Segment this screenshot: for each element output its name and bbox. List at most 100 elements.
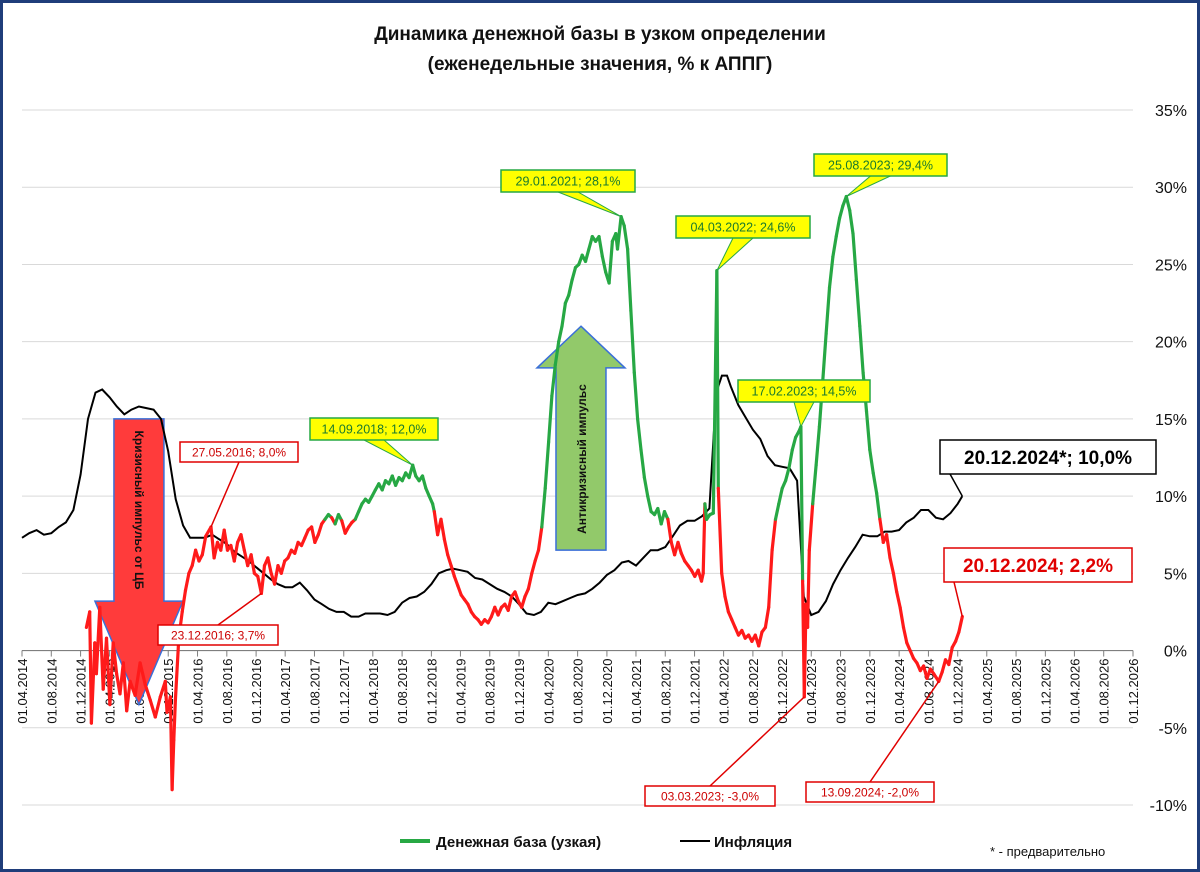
x-tick-label: 01.04.2023 <box>804 659 819 724</box>
callout-box <box>939 439 1157 475</box>
x-tick-label: 01.08.2016 <box>220 659 235 724</box>
series-segment-money-base <box>513 590 520 603</box>
y-tick-label: 10% <box>1155 489 1187 506</box>
series-segment-money-base <box>180 588 188 614</box>
callout-box <box>805 781 935 803</box>
x-tick-label: 01.08.2014 <box>44 659 59 724</box>
series-segment-money-base <box>632 371 640 421</box>
x-tick-label: 01.04.2024 <box>892 659 907 724</box>
series-segment-money-base <box>133 661 142 697</box>
callout-pointer <box>363 439 414 466</box>
series-segment-money-base <box>108 641 115 707</box>
series-segment-money-base <box>940 658 948 674</box>
y-tick-label: -10% <box>1150 798 1187 815</box>
series-segment-money-base <box>209 525 216 560</box>
anticrisis-impulse-label: Антикризисный импульс <box>575 384 589 534</box>
series-segment-money-base <box>831 235 838 259</box>
x-tick-label: 01.12.2014 <box>74 659 89 724</box>
series-segment-money-base <box>874 491 882 521</box>
series-segment-money-base <box>600 255 608 274</box>
series-segment-money-base <box>111 641 119 676</box>
x-tick-label: 01.12.2016 <box>249 659 264 724</box>
series-segment-money-base <box>540 486 547 529</box>
callout-label: 17.02.2023; 14,5% <box>752 385 857 399</box>
series-segment-money-base <box>583 247 591 263</box>
series-segment-money-base <box>172 698 177 742</box>
series-segment-money-base <box>587 235 594 251</box>
x-tick-label: 01.04.2016 <box>191 659 206 724</box>
series-segment-money-base <box>452 574 460 588</box>
series-segment-money-base <box>553 340 561 367</box>
callout-label: 20.12.2024; 2,2% <box>963 556 1113 577</box>
callout-label: 25.08.2023; 29,4% <box>828 159 933 173</box>
callout-leader <box>210 461 240 528</box>
x-tick-label: 01.12.2022 <box>775 659 790 724</box>
series-segment-money-base <box>723 594 731 614</box>
callout-label: 29.01.2021; 28,1% <box>516 175 621 189</box>
series-segment-money-base <box>446 553 453 568</box>
x-tick-label: 01.12.2021 <box>688 659 703 724</box>
anticrisis-impulse-arrow <box>535 325 627 551</box>
x-tick-label: 01.12.2017 <box>337 659 352 724</box>
y-tick-label: 15% <box>1155 412 1187 429</box>
y-tick-label: 0% <box>1164 644 1187 661</box>
series-segment-money-base <box>635 417 643 452</box>
series-segment-money-base <box>266 556 273 575</box>
series-segment-money-base <box>173 636 181 702</box>
series-segment-money-base <box>567 278 574 297</box>
series-segment-money-base <box>937 670 944 684</box>
series-segment-money-base <box>411 463 418 478</box>
series-segment-money-base <box>629 309 636 375</box>
series-segment-money-base <box>715 269 720 490</box>
series-segment-money-base <box>864 409 872 452</box>
series-segment-money-base <box>607 239 615 285</box>
series-segment-money-base <box>807 502 815 552</box>
series-segment-money-base <box>543 440 551 490</box>
x-tick-label: 01.12.2020 <box>600 659 615 724</box>
series-segment-money-base <box>550 363 557 398</box>
series-lines <box>21 194 964 792</box>
series-segment-money-base <box>530 559 537 575</box>
y-tick-label: 35% <box>1155 103 1187 120</box>
callout-label: 20.12.2024*; 10,0% <box>964 448 1132 469</box>
series-segment-money-base <box>895 590 902 609</box>
series-segment-money-base <box>827 255 835 290</box>
x-tick-label: 01.12.2019 <box>512 659 527 724</box>
series-segment-money-base <box>520 594 527 609</box>
series-segment-money-base <box>259 563 267 596</box>
series-segment-money-base <box>871 471 879 495</box>
x-tick-label: 01.12.2015 <box>161 659 176 724</box>
x-tick-label: 01.04.2026 <box>1067 659 1082 724</box>
series-segment-money-base <box>799 425 805 583</box>
series-segment-money-base <box>790 435 798 452</box>
chart-title: Динамика денежной базы в узком определен… <box>374 24 826 75</box>
series-segment-money-base <box>811 463 818 506</box>
series-segment-money-base <box>777 486 784 506</box>
series-segment-money-base <box>557 324 564 344</box>
series-segment-money-base <box>757 630 764 648</box>
x-tick-label: 01.12.2024 <box>951 659 966 724</box>
series-segment-money-base <box>536 525 544 552</box>
callout-pointer <box>716 237 755 271</box>
series-segment-money-base <box>888 556 896 575</box>
y-tick-label: 30% <box>1155 180 1187 197</box>
series-segment-money-base <box>763 605 771 630</box>
series-segment-money-base <box>639 448 647 480</box>
chart-title-line-2: (еженедельные значения, % к АППГ) <box>428 54 773 75</box>
series-segment-money-base <box>901 625 909 645</box>
callout-box <box>737 379 871 403</box>
series-segment-money-base <box>851 232 859 282</box>
series-segment-money-base <box>844 194 852 212</box>
callout-label: 27.05.2016; 8,0% <box>192 445 286 459</box>
x-tick-label: 01.08.2018 <box>395 659 410 724</box>
series-segment-money-base <box>170 738 176 792</box>
callout-label: 23.12.2016; 3,7% <box>171 628 265 642</box>
x-tick-label: 01.04.2021 <box>629 659 644 724</box>
series-segment-money-base <box>703 502 709 521</box>
series-segment-money-base <box>878 517 885 545</box>
series-segment-money-base <box>232 540 240 563</box>
series-segment-money-base <box>947 645 954 667</box>
callout-label: 04.03.2022; 24,6% <box>691 221 796 235</box>
series-segment-money-base <box>249 553 256 575</box>
x-tick-label: 01.12.2023 <box>863 659 878 724</box>
